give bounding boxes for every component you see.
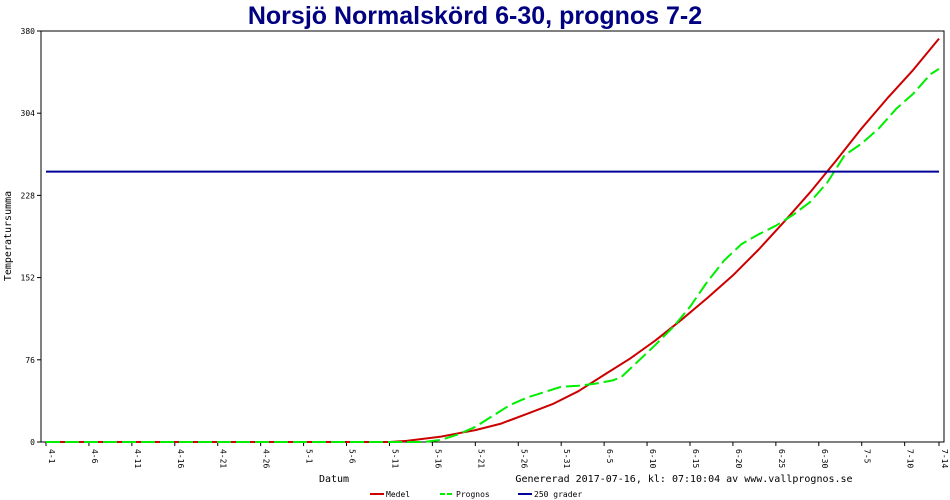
- x-tick-label: 6-15: [691, 449, 700, 468]
- x-tick-label: 6-5: [605, 449, 614, 464]
- x-tick-label: 7-5: [863, 449, 872, 464]
- x-axis-ticks: 4-1 4-6 4-11 4-16 4-21 4-26 5-1 5-6 5-11 5-16 5-21…: [45, 442, 949, 468]
- x-tick-label: 6-10: [648, 449, 657, 468]
- x-tick-label: 5-16: [433, 449, 442, 468]
- x-tick-label: 4-6: [90, 449, 99, 464]
- series-layer: [46, 37, 940, 443]
- plot-frame: [40, 30, 945, 443]
- series-line-medel: [46, 37, 940, 443]
- y-tick-label: 380: [21, 27, 36, 36]
- x-tick-label: 6-20: [734, 449, 743, 468]
- x-tick-label: 5-6: [348, 449, 357, 464]
- footer-note: Genererad 2017-07-16, kl: 07:10:04 av ww…: [515, 474, 852, 485]
- x-tick-label: 4-21: [219, 449, 228, 468]
- x-tick-label: 5-11: [390, 449, 399, 468]
- x-tick-label: 6-30: [820, 449, 829, 468]
- x-tick-label: 7-14: [940, 449, 949, 468]
- legend: Medel Prognos 250 grader: [370, 490, 582, 499]
- y-tick-label: 228: [21, 191, 36, 200]
- y-axis-label: Temperatursumma: [3, 191, 14, 281]
- legend-label: 250 grader: [534, 490, 582, 499]
- x-tick-label: 4-1: [47, 449, 56, 464]
- x-tick-label: 4-16: [176, 449, 185, 468]
- y-tick-label: 0: [30, 438, 35, 447]
- legend-label: Medel: [386, 490, 410, 499]
- x-tick-label: 4-26: [262, 449, 271, 468]
- y-tick-label: 304: [21, 109, 36, 118]
- x-tick-label: 5-26: [519, 449, 528, 468]
- y-tick-label: 152: [21, 274, 36, 283]
- x-tick-label: 4-11: [133, 449, 142, 468]
- x-axis-label: Datum: [319, 474, 349, 485]
- x-tick-label: 5-1: [305, 449, 314, 464]
- y-axis-ticks: 0 76 152 228 304 380: [21, 27, 41, 447]
- x-tick-label: 5-21: [476, 449, 485, 468]
- y-tick-label: 76: [25, 356, 35, 365]
- x-tick-label: 5-31: [562, 449, 571, 468]
- legend-label: Prognos: [456, 490, 490, 499]
- x-tick-label: 7-10: [906, 449, 915, 468]
- series-line-prognos: [46, 68, 940, 443]
- x-tick-label: 6-25: [777, 449, 786, 468]
- chart-title: Norsjö Normalskörd 6-30, prognos 7-2: [247, 2, 703, 30]
